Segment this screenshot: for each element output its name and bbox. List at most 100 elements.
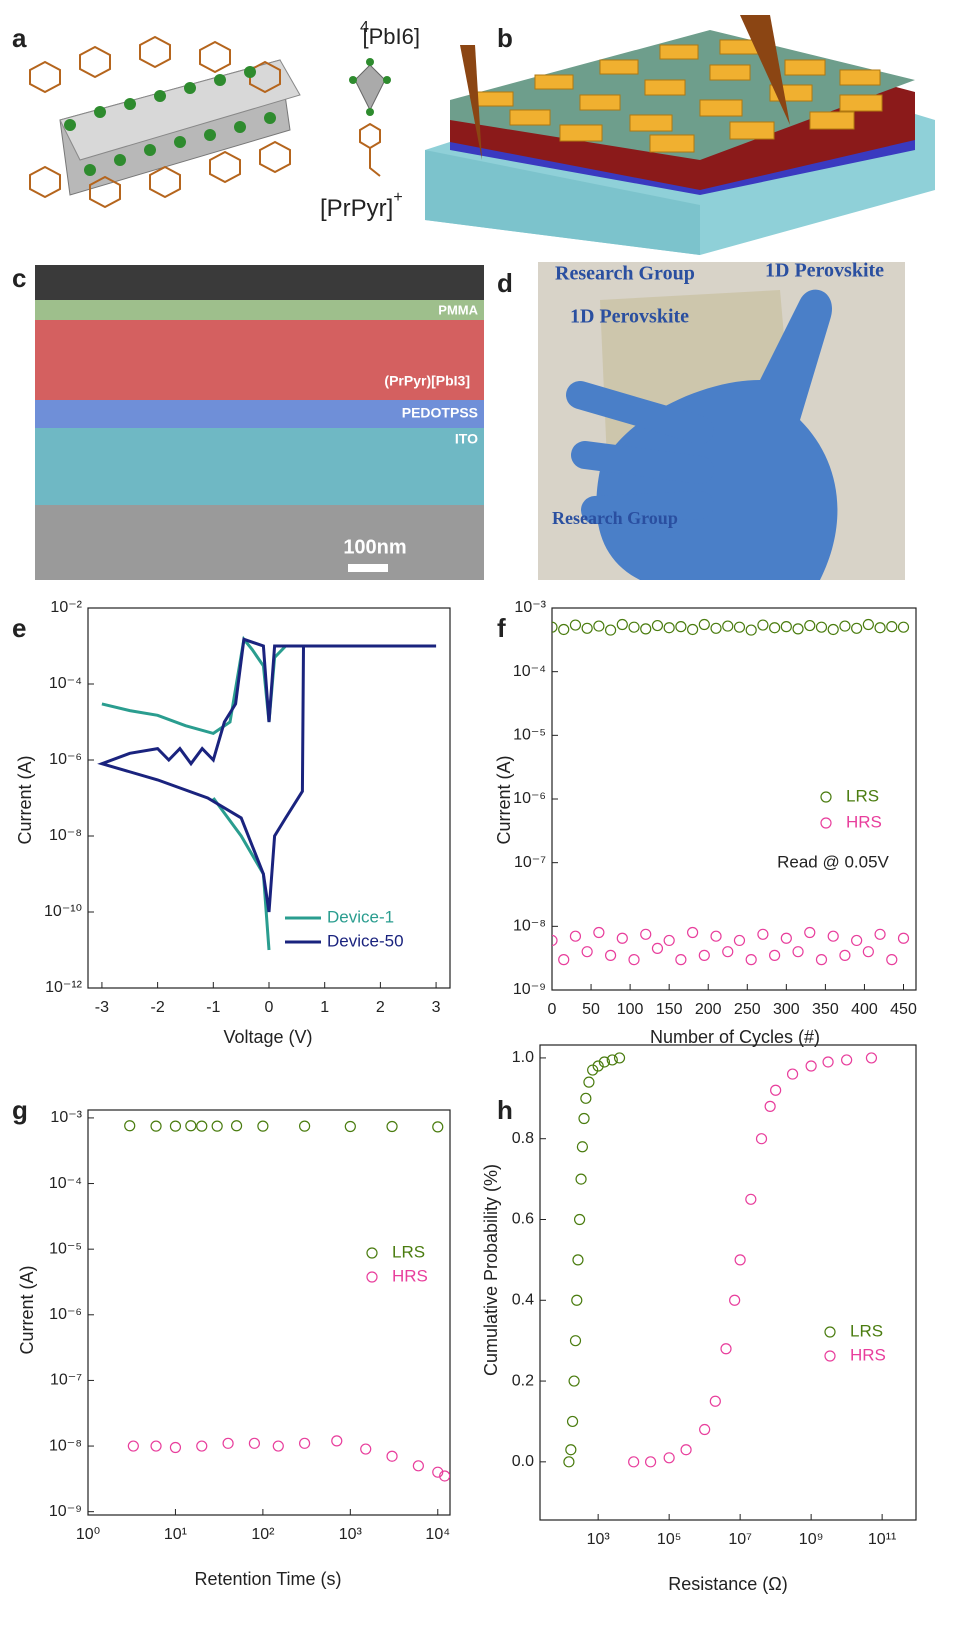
x-tick-label: 10⁵ [657,1531,681,1548]
x-axis-title: Number of Cycles (#) [650,1027,820,1047]
y-tick-label: 10⁻⁵ [49,1240,82,1257]
legend-label: HRS [850,1345,886,1364]
x-tick-label: 350 [812,1001,839,1018]
data-point [745,1193,757,1205]
data-point [651,619,664,632]
data-point [734,1254,746,1266]
x-tick-label: -1 [206,999,220,1016]
data-point [698,618,710,631]
y-tick-label: 10⁻⁶ [513,790,546,807]
plot-frame [87,1109,451,1516]
y-tick-label: 10⁻⁷ [514,854,546,871]
scale-bar-label: 100nm [343,536,406,558]
x-tick-label: 1 [320,999,329,1016]
data-point [886,954,898,966]
x-tick-label: 150 [656,1001,683,1018]
data-line [101,635,287,951]
panel-label: a [12,23,27,53]
y-tick-label: 0.8 [512,1130,534,1147]
y-tick-label: 10⁻² [50,599,82,616]
data-point [169,1441,182,1454]
layer-label: PMMA [438,302,478,317]
data-point [576,1141,589,1153]
data-point [604,949,617,961]
data-point [604,624,617,636]
formula-charge: 4 [360,19,369,36]
y-tick-label: 10⁻⁵ [513,727,546,744]
data-point [663,934,675,947]
x-axis-title: Resistance (Ω) [668,1574,788,1594]
legend-label: LRS [850,1321,883,1340]
y-axis-title: Current (A) [17,1265,37,1354]
legend-swatch [366,1247,378,1259]
data-point [651,942,664,955]
y-tick-label: 10⁻⁴ [49,675,82,692]
x-tick-label: 10³ [587,1531,611,1548]
data-point [569,930,582,942]
x-tick-label: 200 [695,1001,722,1018]
data-point [272,1440,284,1452]
data-point [360,1443,372,1455]
data-point [248,1437,261,1449]
y-tick-label: 10⁻⁸ [513,918,546,935]
legend-swatch [824,1326,836,1338]
plot-area [552,618,910,966]
data-point [644,1456,657,1468]
data-point [874,928,886,940]
data-point [616,618,628,631]
device-schematic [425,15,935,255]
data-point [687,623,699,636]
data-point [124,1120,136,1132]
data-point [552,934,558,947]
data-point [230,1120,243,1132]
y-tick-label: 0.6 [512,1211,534,1228]
legend-swatch [820,817,832,829]
x-tick-label: 0 [265,999,274,1016]
y-tick-label: 10⁻⁶ [49,1306,82,1323]
data-point [569,1335,582,1347]
data-point [606,1054,618,1066]
data-point [862,618,874,631]
plot-area [124,1120,450,1482]
data-point [722,620,734,632]
data-point [127,1440,139,1452]
data-point [575,1173,587,1185]
data-point [565,1444,577,1456]
data-point [150,1440,162,1452]
data-point [558,954,570,966]
data-point [770,1084,782,1096]
data-point [169,1120,182,1132]
x-tick-label: 250 [734,1001,761,1018]
data-point [640,928,652,940]
data-point [745,624,757,636]
x-tick-label: 10² [251,1526,275,1543]
data-point [764,1100,776,1112]
panel-label: g [12,1095,28,1125]
data-point [841,1054,853,1066]
panel-label: h [497,1095,513,1125]
y-tick-label: 10⁻³ [50,1109,82,1126]
data-point [757,619,769,631]
data-point [571,1294,583,1306]
data-point [640,623,652,635]
x-tick-label: 400 [851,1001,878,1018]
legend-label: HRS [846,812,882,831]
data-point [616,932,628,944]
x-tick-label: 10⁹ [799,1531,824,1548]
data-point [552,621,558,633]
data-point [386,1120,398,1133]
y-tick-label: 1.0 [512,1049,534,1066]
data-point [566,1415,579,1428]
photo-text: Research Group [552,508,678,528]
legend-label: HRS [392,1266,428,1285]
data-point [769,622,781,634]
data-point [865,1052,878,1064]
data-point [572,1254,584,1266]
data-point [710,930,722,942]
x-tick-label: 10⁰ [76,1526,100,1543]
x-tick-label: 3 [432,999,441,1016]
data-point [573,1213,586,1226]
x-tick-label: 450 [890,1001,917,1018]
panel-label: c [12,263,26,293]
crystal-structure [29,35,391,209]
